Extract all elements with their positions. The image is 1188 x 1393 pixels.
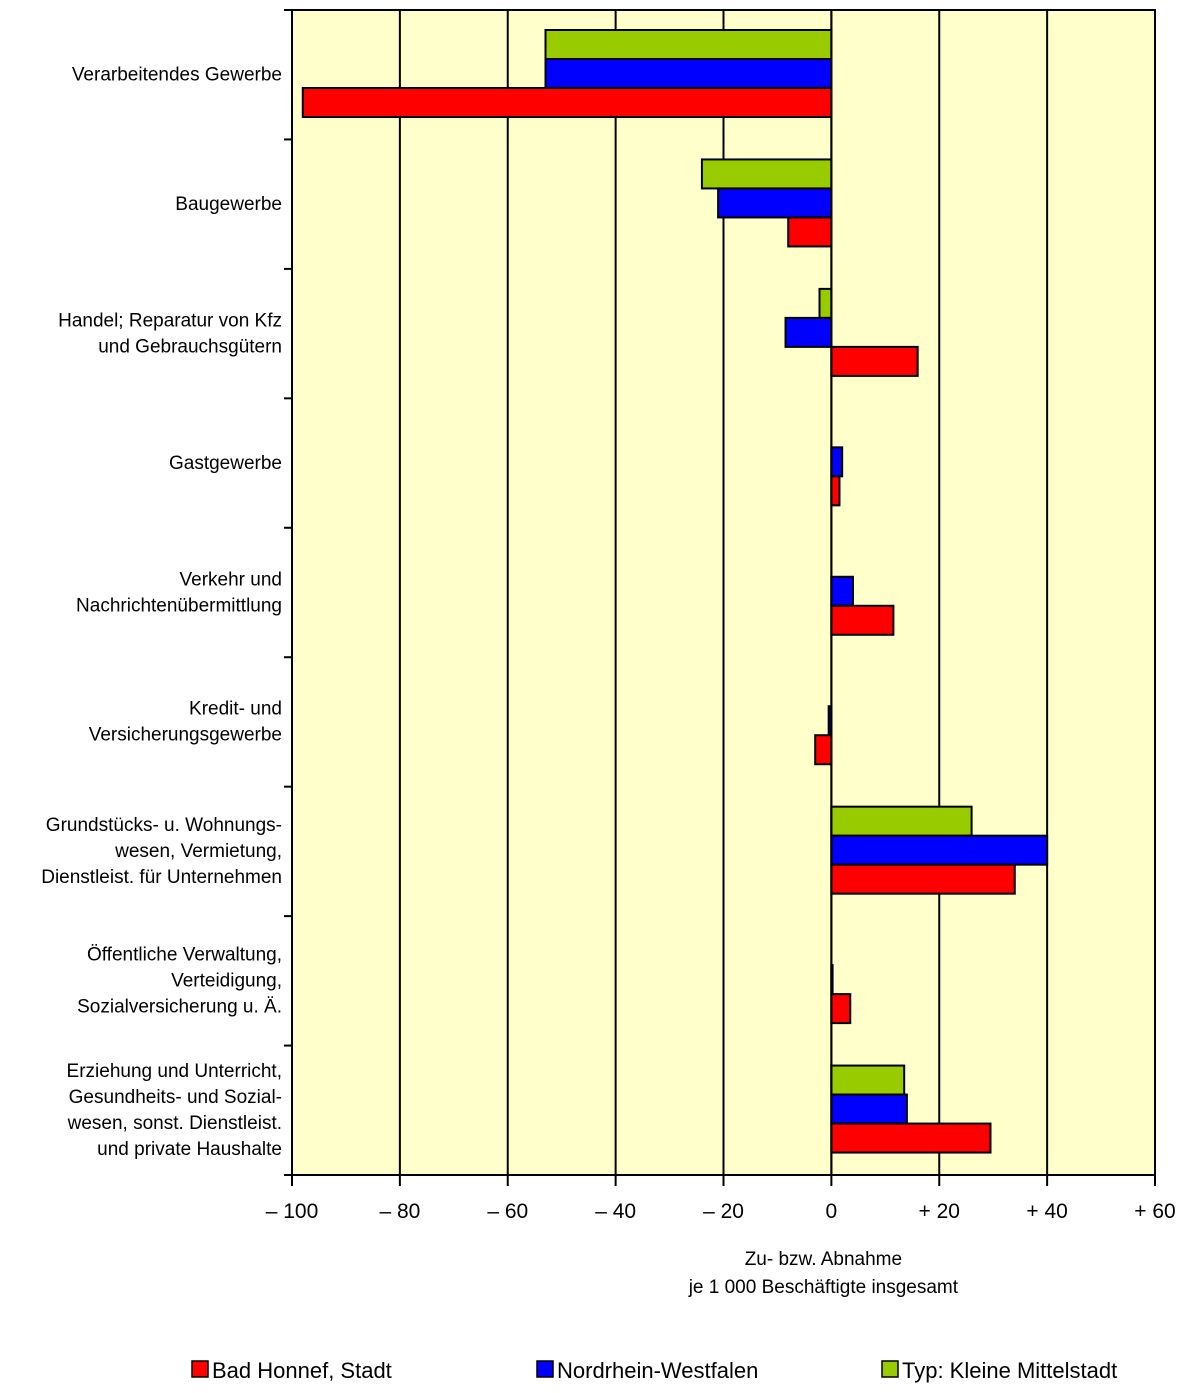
x-tick-label: – 80 — [379, 1200, 420, 1223]
x-tick-label: – 100 — [266, 1200, 319, 1223]
category-label: Öffentliche Verwaltung, Verteidigung, Sozi… — [77, 945, 282, 1018]
legend-label: Typ: Kleine Mittelstadt — [902, 1358, 1117, 1383]
bar-bad-honnef-stadt — [830, 475, 841, 507]
category-label: Verarbeitendes Gewerbe — [72, 65, 282, 86]
legend-swatch — [536, 1360, 554, 1378]
x-axis-title-line: je 1 000 Beschäftigte insgesamt — [688, 1277, 959, 1298]
bar-bad-honnef-stadt — [830, 345, 919, 377]
bar-nordrhein-westfalen — [717, 187, 833, 219]
bar-nordrhein-westfalen — [784, 316, 833, 348]
category-label: Verkehr und Nachrichtenübermittlung — [76, 569, 282, 616]
bar-nordrhein-westfalen — [830, 1093, 908, 1125]
x-tick-label: + 20 — [919, 1200, 960, 1223]
bar-typ-kleine-mittelstadt — [818, 287, 833, 319]
bar-nordrhein-westfalen — [544, 58, 833, 89]
x-tick-label: + 60 — [1134, 1200, 1175, 1223]
bar-nordrhein-westfalen — [830, 575, 854, 607]
bar-bad-honnef-stadt — [830, 604, 895, 636]
x-tick-label: + 40 — [1026, 1200, 1067, 1223]
bar-typ-kleine-mittelstadt — [544, 29, 833, 60]
category-label: Baugewerbe — [175, 194, 282, 215]
x-tick-label: – 40 — [595, 1200, 636, 1223]
legend-label: Nordrhein-Westfalen — [557, 1358, 758, 1383]
x-tick-label: – 60 — [487, 1200, 528, 1223]
x-tick-labels: – 100 – 80 – 60 – 40 – 20 0 + 20 + 40 + 60 — [266, 1200, 1176, 1223]
x-tick-label: – 20 — [703, 1200, 744, 1223]
legend-item-bad-honnef-stadt: Bad Honnef, Stadt — [191, 1358, 392, 1383]
bar-typ-kleine-mittelstadt — [830, 805, 973, 837]
category-label: Erziehung und Unterricht, Gesundheits- un… — [67, 1061, 282, 1160]
x-axis-title-line: Zu- bzw. Abnahme — [745, 1249, 902, 1270]
bar-bad-honnef-stadt — [830, 993, 852, 1025]
bar-nordrhein-westfalen — [830, 834, 1049, 866]
bar-nordrhein-westfalen — [830, 446, 844, 478]
bar-bad-honnef-stadt — [814, 734, 833, 766]
x-axis-title: Zu- bzw. Abnahme je 1 000 Beschäftigte in… — [688, 1249, 959, 1298]
bar-bad-honnef-stadt — [787, 216, 833, 248]
bar-typ-kleine-mittelstadt — [700, 158, 833, 190]
legend-swatch — [881, 1360, 899, 1378]
bar-bad-honnef-stadt — [301, 87, 833, 118]
category-label: Grundstücks- u. Wohnungs-wesen, Vermietu… — [41, 815, 282, 888]
legend-item-typ-kleine-mittelstadt: Typ: Kleine Mittelstadt — [881, 1358, 1117, 1383]
bar-typ-kleine-mittelstadt — [830, 1064, 906, 1096]
bar-bad-honnef-stadt — [830, 1122, 992, 1154]
category-labels: Verarbeitendes Gewerbe Baugewerbe Handel; … — [41, 65, 282, 1161]
category-label: Handel; Reparatur von Kfz und Gebrauchsgü… — [58, 310, 282, 357]
axes — [284, 9, 1156, 1186]
legend-label: Bad Honnef, Stadt — [212, 1358, 392, 1383]
legend-item-nordrhein-westfalen: Nordrhein-Westfalen — [536, 1358, 758, 1383]
category-label: Kredit- und Versicherungsgewerbe — [89, 699, 282, 746]
x-tick-label: 0 — [826, 1200, 838, 1223]
legend-swatch — [191, 1360, 209, 1378]
bar-bad-honnef-stadt — [830, 863, 1016, 895]
bars — [301, 29, 1049, 1154]
legend: Bad Honnef, Stadt Nordrhein-Westfalen Typ:… — [191, 1358, 1117, 1383]
category-label: Gastgewerbe — [169, 453, 282, 474]
